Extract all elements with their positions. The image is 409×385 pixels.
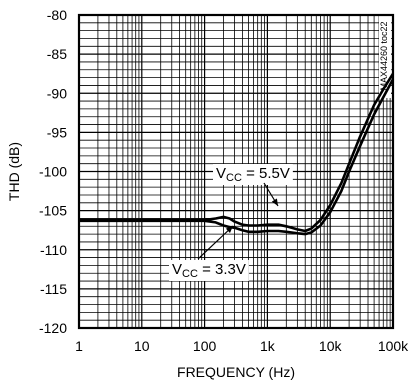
x-tick-label: 10k — [319, 338, 343, 354]
y-tick-label: -90 — [47, 85, 67, 101]
x-axis-label: FREQUENCY (Hz) — [177, 364, 295, 380]
y-tick-label: -85 — [47, 46, 67, 62]
annotation-5v5-arrowhead — [271, 198, 278, 206]
tick-labels: -80 -85 -90 -95 -100 -105 -110 -115 -120 1 10 100 1k… — [39, 7, 409, 354]
annotation-5v5-label: VCC = 5.5V — [216, 165, 290, 184]
x-tick-label: 10 — [134, 338, 150, 354]
y-tick-label: -80 — [47, 7, 67, 23]
x-tick-label: 1k — [260, 338, 276, 354]
y-tick-label: -100 — [39, 164, 67, 180]
figure-id-label: MAX44260 toc22 — [379, 21, 389, 90]
x-tick-label: 100 — [193, 338, 217, 354]
series-line-vcc-5v5 — [79, 73, 395, 233]
y-tick-label: -95 — [47, 124, 67, 140]
x-tick-label: 100k — [378, 338, 409, 354]
series — [79, 73, 395, 236]
figure-id-background — [379, 14, 391, 98]
annotation-3v3-leader — [197, 225, 234, 260]
x-tick-label: 1 — [75, 338, 83, 354]
grid — [79, 14, 393, 328]
y-tick-label: -110 — [40, 242, 67, 258]
y-tick-label: -120 — [39, 320, 67, 336]
annotation-3v3-label: VCC = 3.3V — [172, 261, 246, 280]
y-axis-label: THD (dB) — [6, 142, 22, 201]
series-line-vcc-3v3 — [79, 78, 395, 236]
plot-frame — [77, 13, 395, 330]
annotation-3v3-arrowhead — [225, 226, 233, 233]
y-tick-label: -115 — [40, 281, 67, 297]
y-tick-label: -105 — [39, 203, 67, 219]
annotation-5v5-background — [213, 164, 293, 185]
annotation-3v3-background — [169, 260, 249, 281]
